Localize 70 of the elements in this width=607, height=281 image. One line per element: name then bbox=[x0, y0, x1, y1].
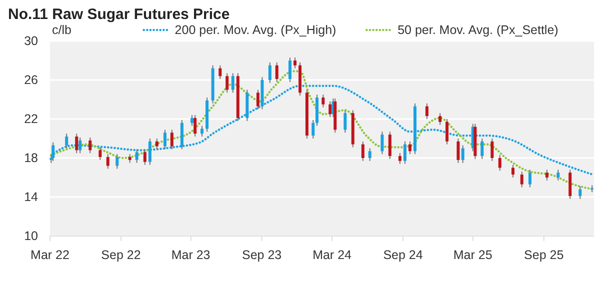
candlestick bbox=[88, 137, 92, 154]
candlestick bbox=[361, 140, 364, 162]
x-tick-label: Sep 22 bbox=[101, 248, 141, 262]
candlestick bbox=[344, 110, 347, 134]
candlestick bbox=[65, 133, 68, 149]
candlestick bbox=[408, 140, 412, 155]
candlestick bbox=[480, 138, 484, 160]
candlestick bbox=[545, 169, 548, 181]
x-tick-label: Sep 25 bbox=[524, 248, 564, 262]
candlestick bbox=[75, 133, 78, 154]
y-tick-label: 22 bbox=[24, 112, 38, 126]
candlestick bbox=[520, 171, 524, 188]
chart-title: No.11 Raw Sugar Futures Price bbox=[8, 6, 230, 23]
candlestick bbox=[148, 138, 152, 166]
candlestick bbox=[456, 138, 460, 164]
y-tick-label: 26 bbox=[24, 73, 38, 87]
candlestick bbox=[190, 114, 194, 126]
candlestick bbox=[143, 148, 146, 166]
candlestick bbox=[78, 137, 82, 154]
candlestick bbox=[388, 131, 392, 160]
candlestick bbox=[528, 169, 532, 188]
line-series bbox=[50, 70, 594, 190]
x-tick-label: Sep 23 bbox=[242, 248, 282, 262]
candlestick bbox=[446, 118, 449, 145]
candlestick bbox=[163, 129, 166, 150]
candlestick bbox=[275, 62, 278, 82]
candlestick bbox=[490, 138, 494, 162]
candlestick bbox=[312, 119, 315, 139]
candlestick bbox=[322, 94, 325, 108]
x-tick-label: Mar 25 bbox=[453, 248, 492, 262]
candlestick bbox=[116, 154, 119, 170]
x-tick-label: Mar 22 bbox=[30, 248, 70, 262]
candlestick bbox=[218, 64, 222, 80]
candlestick bbox=[135, 148, 138, 164]
y-tick-label: 30 bbox=[24, 34, 38, 48]
y-tick-label: 14 bbox=[24, 190, 38, 204]
candlestick bbox=[200, 125, 204, 138]
candlestick bbox=[398, 152, 402, 164]
candlestick bbox=[556, 169, 560, 181]
y-tick-label: 18 bbox=[24, 151, 38, 165]
candlestick bbox=[256, 89, 260, 110]
candlestick bbox=[328, 100, 332, 118]
candlestick bbox=[226, 72, 229, 94]
x-tick-label: Mar 23 bbox=[171, 248, 210, 262]
candlestick bbox=[403, 140, 406, 164]
candlestick bbox=[498, 154, 502, 172]
candlestick bbox=[461, 144, 464, 164]
x-tick-label: Sep 24 bbox=[383, 248, 423, 262]
x-tick-label: Mar 24 bbox=[312, 248, 352, 262]
candlestick bbox=[180, 119, 184, 150]
candlestick bbox=[380, 131, 384, 155]
candlestick bbox=[155, 138, 158, 150]
candlestick bbox=[288, 57, 292, 82]
candlestick bbox=[170, 129, 174, 150]
candlestick bbox=[425, 102, 428, 120]
candlestick bbox=[578, 186, 582, 200]
y-axis-title: c/lb bbox=[52, 23, 72, 37]
candlestick bbox=[98, 146, 102, 160]
candlestick bbox=[106, 154, 110, 170]
candlestick bbox=[268, 62, 272, 84]
candlestick bbox=[293, 57, 296, 69]
y-tick-label: 10 bbox=[24, 229, 38, 243]
legend-label: 200 per. Mov. Avg. (Px_High) bbox=[174, 23, 336, 37]
candlestick bbox=[194, 114, 197, 138]
candlestick bbox=[438, 112, 442, 126]
candlestick bbox=[511, 164, 514, 178]
candlestick bbox=[231, 72, 234, 94]
legend-label: 50 per. Mov. Avg. (Px_Settle) bbox=[398, 23, 558, 37]
candlestick bbox=[368, 148, 372, 162]
candlestick bbox=[568, 169, 572, 200]
